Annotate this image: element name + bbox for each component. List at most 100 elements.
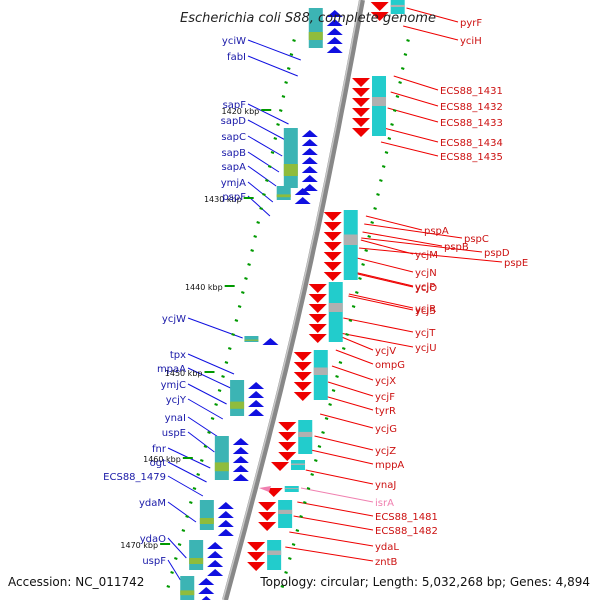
gene-labels: 1420 kbp 1430 kbp 1440 kbp 1450 kbp 1460 kbp… [103, 18, 528, 568]
gene-label-right: ycjU [415, 343, 437, 354]
gene-label-right: ECS88_1433 [440, 118, 503, 129]
gene-label-left: mpaA [157, 364, 186, 375]
leader-line [390, 91, 439, 107]
reverse-gene-arrow [247, 542, 266, 551]
tick-left [286, 67, 291, 70]
gene-label-right: ECS88_1434 [440, 138, 503, 149]
forward-gene-arrow [326, 37, 343, 44]
tick-left [250, 249, 254, 252]
tick-left [244, 277, 248, 280]
forward-gene-arrow [207, 551, 224, 558]
gene-label-left: ynaI [165, 413, 186, 424]
tick-left [273, 137, 278, 140]
gene-label-right: pspD [484, 248, 510, 259]
forward-gene-arrow [207, 560, 224, 567]
tick-right [302, 501, 307, 504]
tick-right [370, 221, 374, 224]
kbp-label: 1430 kbp [204, 195, 242, 204]
gene-label-right: ycjP [415, 282, 435, 293]
tick-right [398, 81, 402, 84]
tick-left [259, 207, 263, 210]
forward-gene-arrow [217, 502, 234, 509]
tick-left [289, 53, 294, 56]
tick-left [292, 39, 296, 42]
gene-label-left: tpx [170, 350, 186, 361]
reverse-gene-arrow [247, 552, 266, 561]
leader-line [353, 271, 414, 287]
leader-line [247, 39, 301, 61]
gene-label-right: ycjG [375, 424, 397, 435]
tick-left [262, 193, 266, 196]
kbp-label: 1440 kbp [185, 283, 223, 292]
gene-label-right: ycjZ [375, 446, 396, 457]
reverse-gene-arrow [308, 284, 327, 293]
feature-blocks [180, 0, 405, 600]
reverse-gene-arrow [352, 98, 371, 107]
tick-left [207, 431, 211, 434]
leader-line [297, 501, 374, 517]
leader-line [187, 431, 215, 453]
leader-line [348, 293, 414, 309]
tick-right [390, 123, 394, 126]
leader-line [365, 215, 423, 231]
reverse-gene-arrow [293, 352, 312, 361]
tick-right [280, 585, 285, 588]
feature-bar [180, 576, 195, 600]
tick-left [270, 151, 275, 154]
tick-right [351, 305, 356, 308]
forward-gene-arrow [217, 529, 234, 536]
forward-gene-arrow [301, 148, 318, 155]
leader-line [187, 383, 227, 405]
leader-line [359, 247, 503, 263]
tick-right [355, 291, 359, 294]
gene-label-left: sapF [223, 100, 247, 111]
forward-gene-arrow [248, 400, 265, 407]
forward-gene-arrow [248, 382, 265, 389]
reverse-gene-arrow [323, 272, 342, 281]
kbp-label: 1470 kbp [120, 541, 158, 550]
tick-left [247, 263, 251, 266]
gene-label-right: ydaL [375, 542, 399, 553]
feature-bar [189, 540, 204, 570]
forward-gene-arrow [294, 197, 311, 204]
tick-right [291, 543, 296, 546]
tick-left [256, 221, 260, 224]
tick-right [341, 347, 346, 350]
leader-line [380, 141, 439, 157]
gene-label-left: uspF [142, 556, 166, 567]
forward-gene-arrow [232, 456, 249, 463]
tick-right [376, 193, 380, 196]
forward-gene-arrow [326, 19, 343, 26]
tick-left [234, 319, 239, 322]
reverse-gene-arrow [323, 242, 342, 251]
gene-label-right: pspE [504, 258, 528, 269]
tick-left [281, 95, 286, 98]
leader-line [305, 469, 374, 485]
gene-label-right: pyrF [460, 18, 482, 29]
leader-line [247, 55, 298, 77]
forward-gene-arrow [301, 166, 318, 173]
tick-right [321, 431, 325, 434]
tick-left [188, 501, 193, 504]
tick-right [400, 67, 405, 70]
forward-gene-arrow [262, 338, 279, 345]
gene-label-left: sapB [221, 148, 246, 159]
kbp-label: 1460 kbp [143, 455, 181, 464]
leader-line [187, 353, 235, 375]
gene-label-right: ECS88_1432 [440, 102, 503, 113]
leader-line [356, 257, 414, 273]
feature-bar [199, 518, 214, 524]
leader-line [167, 501, 197, 523]
tick-left [227, 347, 232, 350]
feature-bar [283, 164, 298, 176]
reverse-gene-arrow [370, 2, 389, 11]
leader-line [300, 487, 374, 503]
gene-label-left: sapC [221, 132, 246, 143]
forward-gene-arrow [217, 511, 234, 518]
reverse-gene-arrow [293, 392, 312, 401]
tick-right [331, 389, 336, 392]
tick-right [364, 249, 368, 252]
leader-line [335, 349, 374, 365]
gene-label-right: tyrR [375, 406, 396, 417]
feature-bar [230, 401, 245, 409]
